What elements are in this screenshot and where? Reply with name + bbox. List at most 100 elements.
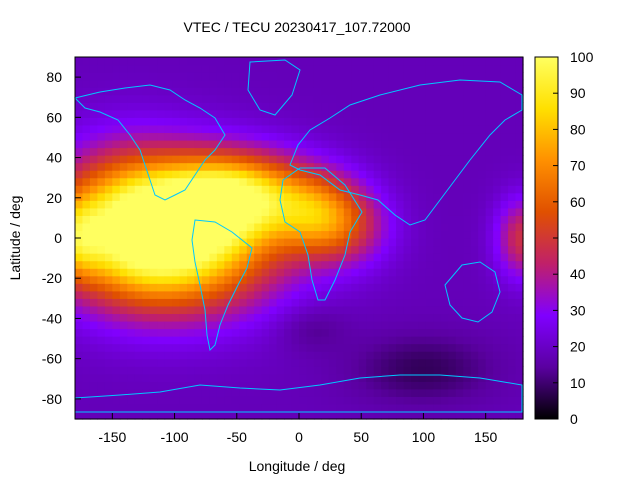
heatmap-cell xyxy=(97,358,106,367)
heatmap-cell xyxy=(104,109,113,118)
heatmap-cell xyxy=(463,230,472,239)
heatmap-cell xyxy=(157,215,166,224)
heatmap-cell xyxy=(351,170,360,179)
heatmap-cell xyxy=(284,117,293,126)
heatmap-cell xyxy=(269,238,278,247)
heatmap-cell xyxy=(425,155,434,164)
heatmap-cell xyxy=(425,177,434,186)
heatmap-cell xyxy=(366,343,375,352)
heatmap-cell xyxy=(433,109,442,118)
heatmap-cell xyxy=(299,162,308,171)
heatmap-cell xyxy=(269,351,278,360)
heatmap-cell xyxy=(515,238,524,247)
heatmap-cell xyxy=(351,238,360,247)
heatmap-cell xyxy=(306,351,315,360)
heatmap-cell xyxy=(254,207,263,216)
heatmap-cell xyxy=(351,290,360,299)
heatmap-cell xyxy=(381,109,390,118)
heatmap-cell xyxy=(470,396,479,405)
heatmap-cell xyxy=(149,200,158,209)
heatmap-cell xyxy=(82,388,91,397)
heatmap-cell xyxy=(478,207,487,216)
heatmap-cell xyxy=(127,102,136,111)
heatmap-cell xyxy=(142,57,151,66)
heatmap-cell xyxy=(328,147,337,156)
heatmap-cell xyxy=(89,381,98,390)
heatmap-cell xyxy=(478,57,487,66)
heatmap-cell xyxy=(381,403,390,413)
heatmap-cell xyxy=(403,343,412,352)
heatmap-cell xyxy=(239,230,248,239)
heatmap-cell xyxy=(299,351,308,360)
heatmap-cell xyxy=(82,207,91,216)
heatmap-cell xyxy=(82,155,91,164)
heatmap-cell xyxy=(366,238,375,247)
heatmap-cell xyxy=(216,351,225,360)
heatmap-cell xyxy=(216,132,225,141)
heatmap-cell xyxy=(433,283,442,292)
heatmap-cell xyxy=(89,230,98,239)
heatmap-cell xyxy=(157,200,166,209)
heatmap-cell xyxy=(493,290,502,299)
heatmap-cell xyxy=(75,185,84,194)
heatmap-cell xyxy=(328,64,337,73)
heatmap-cell xyxy=(97,305,106,315)
heatmap-cell xyxy=(119,351,128,360)
heatmap-cell xyxy=(261,396,270,405)
heatmap-cell xyxy=(291,87,300,96)
heatmap-cell xyxy=(351,411,360,420)
heatmap-cell xyxy=(388,245,397,254)
heatmap-cell xyxy=(216,381,225,390)
heatmap-cell xyxy=(455,200,464,209)
heatmap-cell xyxy=(157,290,166,299)
heatmap-cell xyxy=(336,117,345,126)
heatmap-cell xyxy=(381,57,390,66)
heatmap-cell xyxy=(463,64,472,73)
heatmap-cell xyxy=(433,298,442,307)
heatmap-cell xyxy=(381,147,390,156)
heatmap-cell xyxy=(284,79,293,88)
heatmap-cell xyxy=(194,222,203,232)
heatmap-cell xyxy=(381,305,390,315)
heatmap-cell xyxy=(187,87,196,96)
heatmap-cell xyxy=(104,87,113,96)
heatmap-cell xyxy=(515,268,524,277)
heatmap-cell xyxy=(493,94,502,103)
heatmap-cell xyxy=(493,222,502,232)
heatmap-cell xyxy=(313,162,322,171)
heatmap-cell xyxy=(448,268,457,277)
heatmap-cell xyxy=(149,336,158,345)
heatmap-cell xyxy=(358,290,367,299)
heatmap-cell xyxy=(97,64,106,73)
heatmap-cell xyxy=(112,328,121,337)
heatmap-cell xyxy=(127,222,136,232)
heatmap-cell xyxy=(515,388,524,397)
heatmap-cell xyxy=(164,162,173,171)
heatmap-cell xyxy=(187,94,196,103)
heatmap-cell xyxy=(112,64,121,73)
heatmap-cell xyxy=(336,396,345,405)
heatmap-cell xyxy=(470,117,479,126)
heatmap-cell xyxy=(455,207,464,216)
heatmap-cell xyxy=(112,336,121,345)
heatmap-cell xyxy=(381,253,390,262)
heatmap-cell xyxy=(336,102,345,111)
heatmap-cell xyxy=(485,351,494,360)
heatmap-cell xyxy=(89,147,98,156)
heatmap-cell xyxy=(321,147,330,156)
heatmap-cell xyxy=(366,298,375,307)
heatmap-cell xyxy=(381,117,390,126)
heatmap-cell xyxy=(328,177,337,186)
heatmap-cell xyxy=(172,305,181,315)
heatmap-cell xyxy=(164,87,173,96)
heatmap-cell xyxy=(418,343,427,352)
heatmap-cell xyxy=(306,139,315,149)
heatmap-cell xyxy=(179,222,188,232)
heatmap-cell xyxy=(239,253,248,262)
heatmap-cell xyxy=(463,351,472,360)
heatmap-cell xyxy=(142,117,151,126)
heatmap-cell xyxy=(187,320,196,330)
heatmap-cell xyxy=(291,260,300,269)
heatmap-cell xyxy=(299,124,308,134)
heatmap-cell xyxy=(201,351,210,360)
